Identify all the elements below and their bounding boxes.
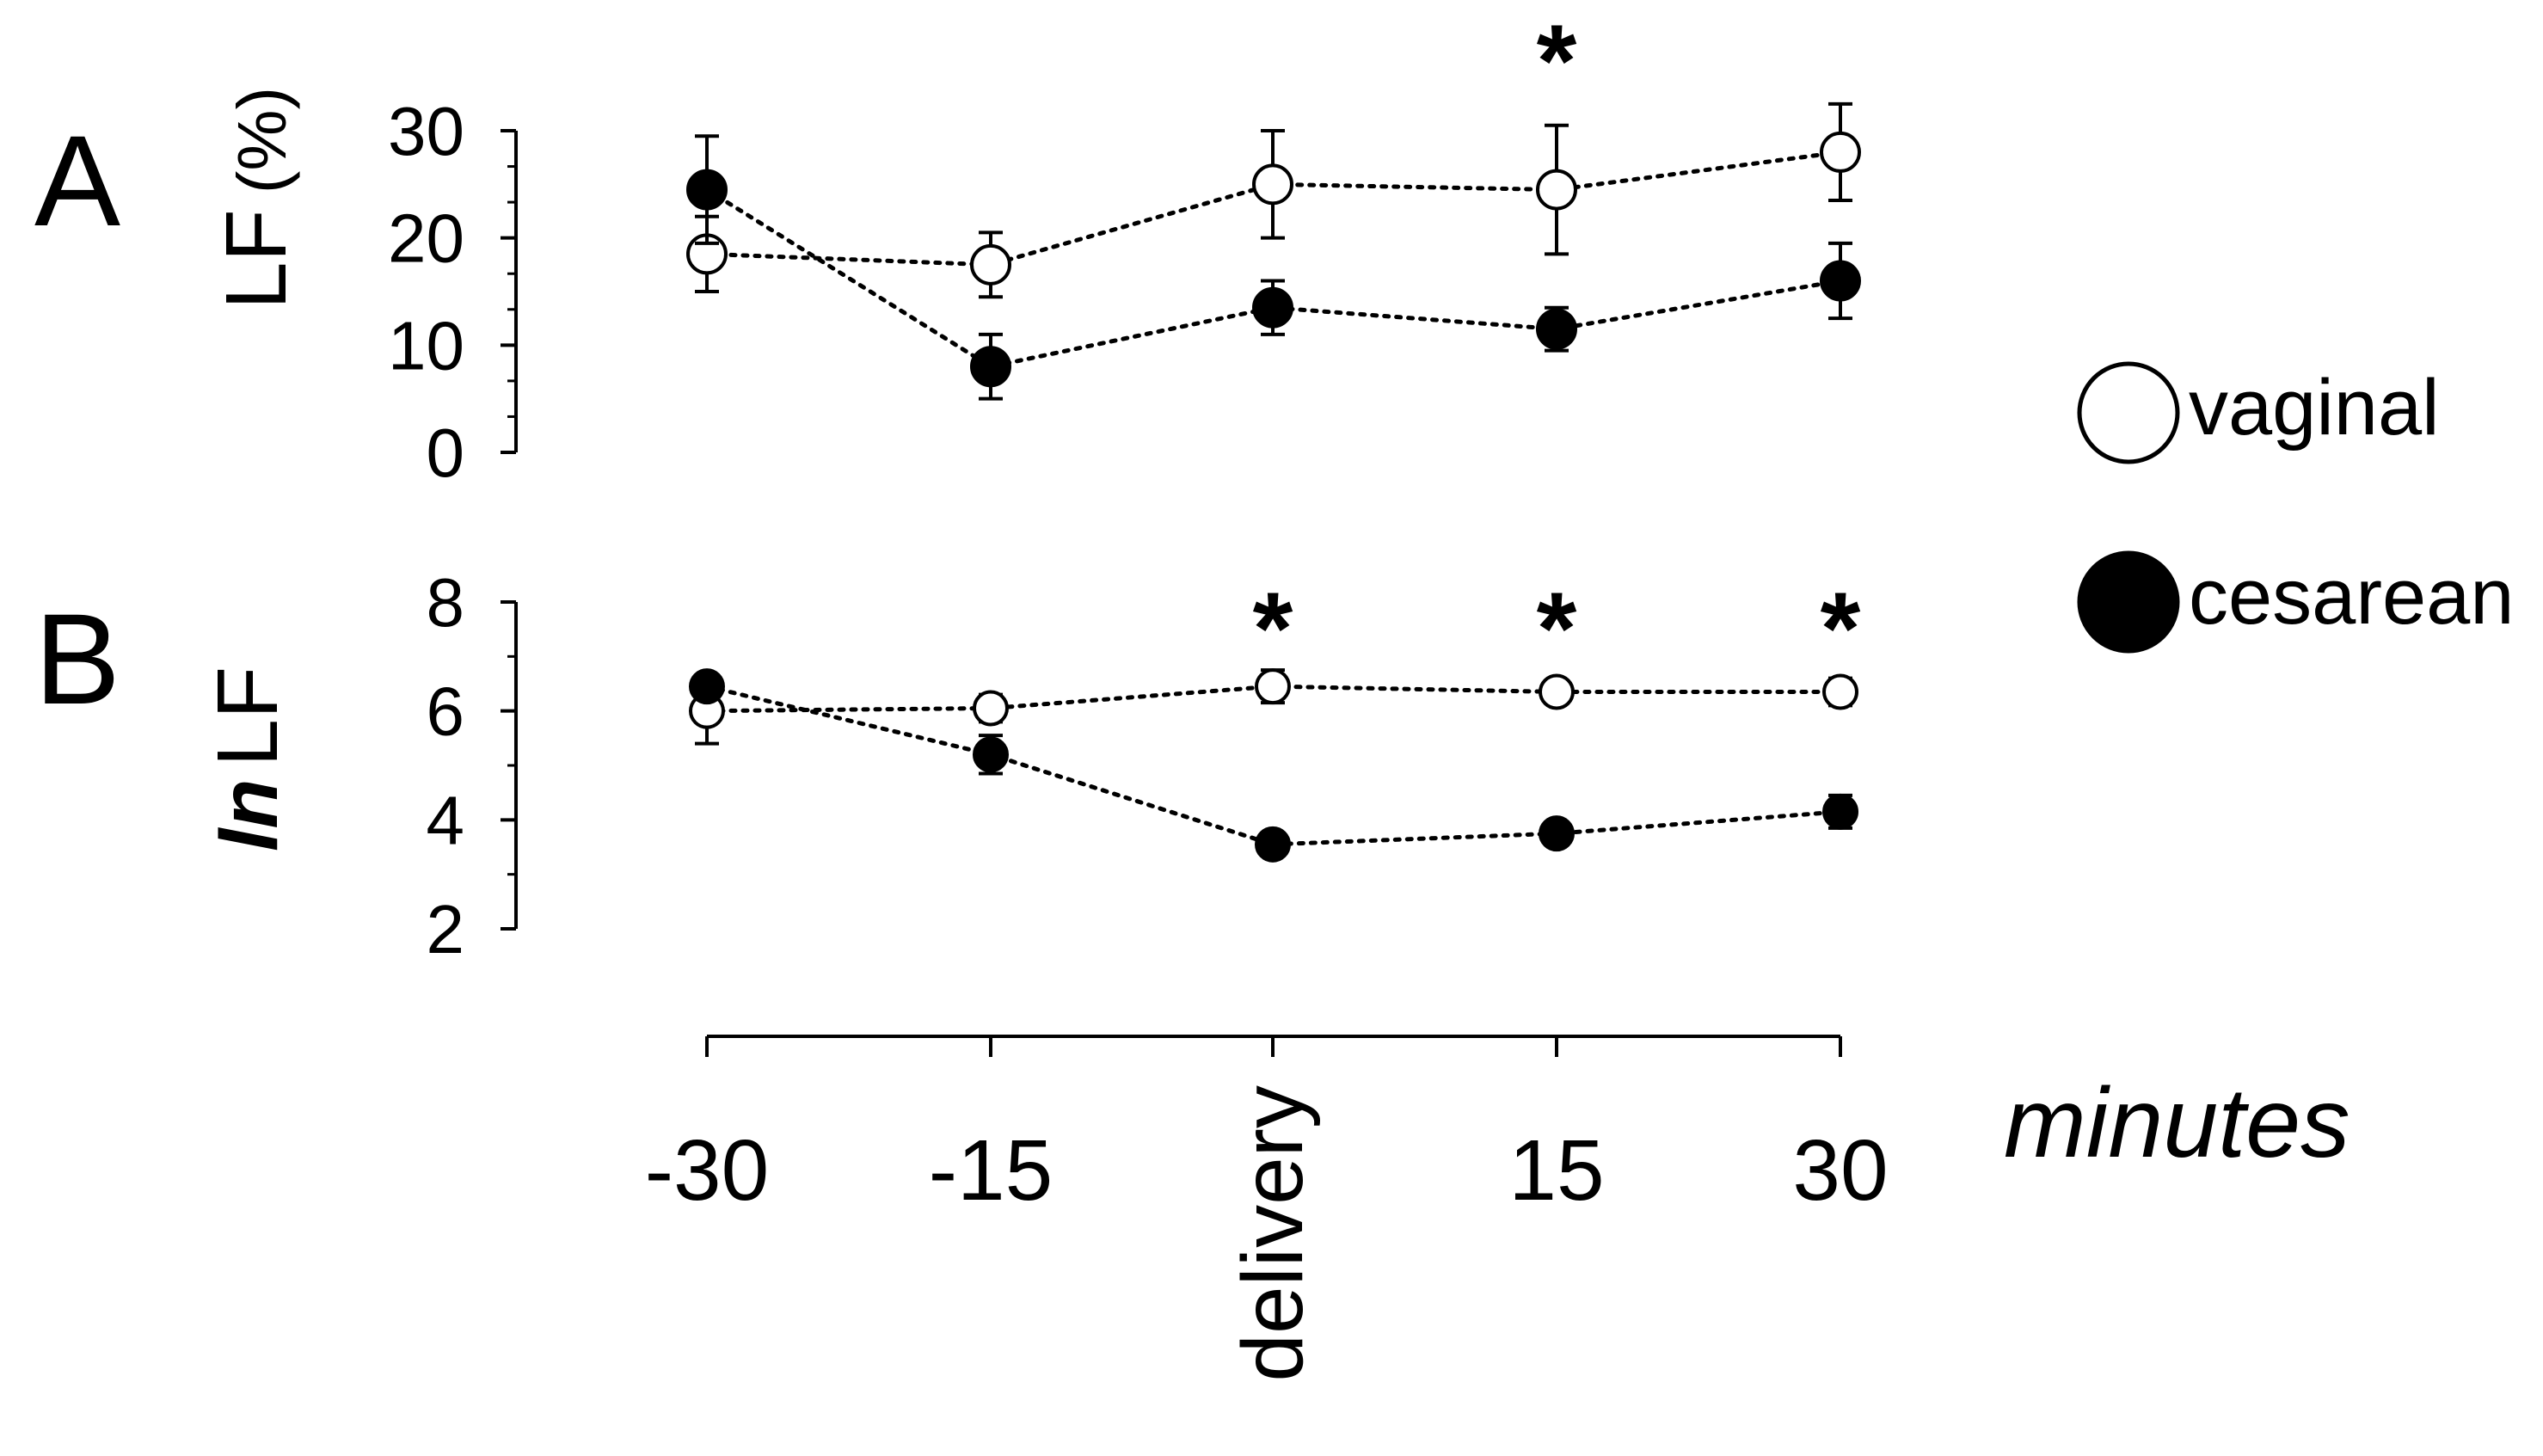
panel-a-y-tick-label: 0 bbox=[427, 415, 465, 491]
panel-b-y-tick-label: 6 bbox=[427, 673, 465, 750]
x-tick-label: 15 bbox=[1508, 1122, 1604, 1219]
panel-a-cesarean-point bbox=[1252, 286, 1293, 329]
panel-a-significance-star: * bbox=[1537, 3, 1577, 119]
panel-a-vaginal-point bbox=[1252, 163, 1293, 206]
panel-a-letter: A bbox=[34, 108, 120, 253]
panel-a-cesarean-point bbox=[1820, 260, 1861, 302]
x-tick-label: -30 bbox=[645, 1122, 770, 1219]
panel-b-y-tick-label: 8 bbox=[427, 564, 465, 641]
x-tick-label: 30 bbox=[1792, 1122, 1888, 1219]
x-axis-title: minutes bbox=[2004, 1068, 2350, 1178]
legend-vaginal-marker bbox=[2077, 361, 2180, 464]
panel-b-vaginal-point bbox=[1255, 668, 1291, 705]
panel-a-vaginal-point bbox=[1820, 131, 1861, 173]
panel-a-vaginal-point bbox=[1536, 169, 1577, 211]
panel-b-significance-star: * bbox=[1253, 571, 1293, 686]
panel-b-cesarean-point bbox=[973, 736, 1009, 773]
panel-a-cesarean-point bbox=[970, 346, 1011, 388]
panel-a-y-tick-label: 10 bbox=[388, 307, 464, 384]
legend: vaginal cesarean bbox=[2077, 361, 2514, 654]
panel-a-y-tick-label: 20 bbox=[388, 200, 464, 277]
panel-b-significance-star: * bbox=[1821, 571, 1861, 686]
panel-a-vaginal-point bbox=[970, 243, 1011, 286]
panel-b-letter: B bbox=[34, 587, 120, 731]
panel-a-y-tick-label: 30 bbox=[388, 93, 464, 169]
legend-vaginal-label: vaginal bbox=[2189, 364, 2440, 452]
panel-b-ylabel-text: LF bbox=[200, 667, 296, 767]
panel-b-ylabel-ln: ln bbox=[204, 779, 295, 851]
panel-a-ylabel: LF (%) bbox=[208, 87, 304, 310]
x-axis: -30 -15 delivery 15 30 bbox=[645, 1035, 1889, 1382]
panel-b-vaginal-point bbox=[1539, 673, 1575, 710]
panel-b-cesarean-point bbox=[1822, 793, 1858, 830]
panel-b-cesarean-point bbox=[1539, 815, 1575, 852]
legend-cesarean-marker bbox=[2077, 550, 2180, 654]
panel-b-ylabel: ln LF bbox=[200, 667, 296, 851]
panel-a-ylabel-text: LF bbox=[208, 209, 304, 310]
panel-b-cesarean-point bbox=[689, 668, 725, 705]
panel-b-y-tick-label: 4 bbox=[427, 782, 465, 858]
panel-b-significance-star: * bbox=[1537, 571, 1577, 686]
legend-cesarean-label: cesarean bbox=[2189, 553, 2514, 641]
x-tick-label: delivery bbox=[1225, 1085, 1321, 1382]
panel-a-cesarean-point bbox=[686, 169, 728, 211]
panel-b-vaginal-point bbox=[1822, 673, 1858, 710]
panel-b-plot: 2 4 6 8 * * * bbox=[427, 564, 1861, 968]
x-tick-label: -15 bbox=[929, 1122, 1053, 1219]
panel-a-plot: 0 10 20 30 * bbox=[388, 3, 1861, 491]
panel-a-cesarean-point bbox=[1536, 308, 1577, 350]
panel-a-cesarean-line bbox=[704, 187, 1843, 369]
panel-b-vaginal-point bbox=[973, 690, 1009, 727]
panel-b-y-tick-label: 2 bbox=[427, 891, 465, 968]
panel-a-ylabel-unit: (%) bbox=[224, 87, 300, 194]
panel-b-cesarean-point bbox=[1255, 826, 1291, 863]
